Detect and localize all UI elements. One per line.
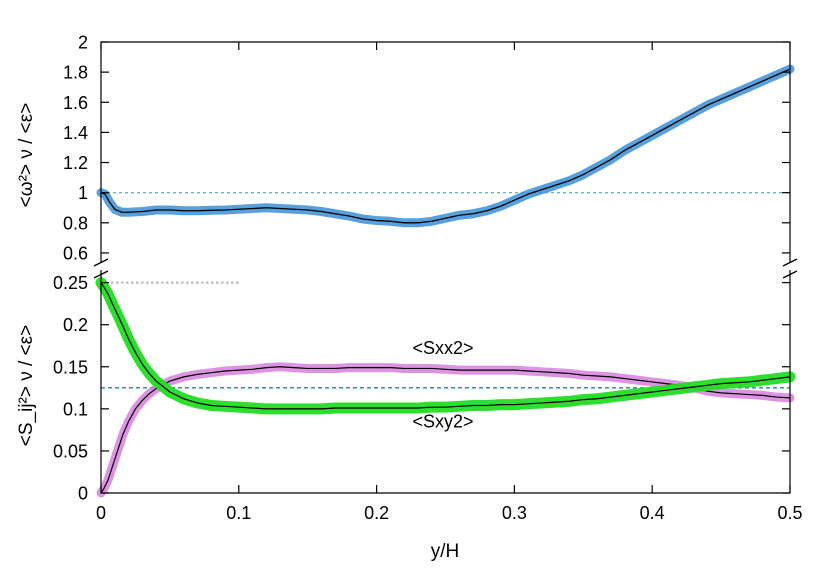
y-tick-label: 0.2 [63, 315, 88, 335]
x-tick-label: 0.5 [777, 503, 802, 523]
x-axis-label: y/H [431, 541, 460, 562]
y-tick-label: 1.4 [63, 123, 88, 143]
strain-series [95, 277, 796, 498]
y-tick-label: 1.6 [63, 93, 88, 113]
axis-break-marks [93, 258, 798, 279]
vorticity-y-ticks: 0.6 0.8 1 1.2 1.4 1.6 1.8 2 [63, 33, 790, 263]
series-annotation: <Sxx2> [413, 338, 474, 358]
x-tick-label: 0.4 [640, 503, 665, 523]
y-tick-label: 0.05 [53, 441, 88, 461]
vorticity-series [96, 64, 795, 228]
x-tick-label: 0.1 [226, 503, 251, 523]
x-tick-label: 0.3 [502, 503, 527, 523]
y-tick-label: 0.25 [53, 273, 88, 293]
strain-plot-frame [100, 270, 791, 494]
y-tick-label: 0.8 [63, 213, 88, 233]
break-mark [93, 258, 109, 267]
y-tick-label: 1.8 [63, 63, 88, 83]
vorticity-y-axis-label: <ω²> ν / <ε> [16, 103, 37, 208]
vorticity-plot-frame [100, 41, 791, 268]
strain-y-axis-label: <S_ij²> ν / <ε> [16, 325, 37, 446]
x-tick-label: 0.2 [364, 503, 389, 523]
strain-x-ticks: 0 0.1 0.2 0.3 0.4 0.5 [96, 42, 803, 523]
y-tick-label: 1 [78, 183, 88, 203]
vorticity-line [100, 68, 791, 224]
break-mark [782, 258, 798, 267]
sxy-line [100, 282, 791, 410]
y-tick-label: 0.6 [63, 243, 88, 263]
sxx-line [100, 366, 791, 494]
vorticity-band [96, 64, 795, 228]
y-tick-label: 0.15 [53, 357, 88, 377]
y-tick-label: 1.2 [63, 153, 88, 173]
series-annotation: <Sxy2> [413, 411, 474, 431]
vorticity-panel: 0.6 0.8 1 1.2 1.4 1.6 1.8 2 <ω²> ν / <ε> [16, 33, 795, 268]
y-tick-label: 0.1 [63, 399, 88, 419]
y-tick-label: 2 [78, 33, 88, 53]
y-tick-label: 0 [78, 484, 88, 504]
x-tick-label: 0 [96, 503, 106, 523]
strain-annotations: <Sxx2> <Sxy2> [413, 338, 474, 431]
strain-panel: 0 0.05 0.1 0.15 0.2 0.25 0 0.1 0.2 0.3 0.4 0.5 <S_… [16, 42, 803, 562]
strain-y-ticks: 0 0.05 0.1 0.15 0.2 0.25 [53, 273, 790, 504]
